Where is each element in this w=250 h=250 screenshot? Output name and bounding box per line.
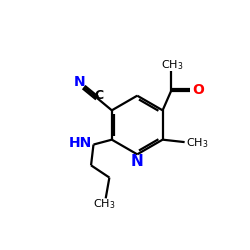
Text: CH$_3$: CH$_3$ bbox=[186, 136, 208, 150]
Text: N: N bbox=[131, 154, 143, 169]
Text: CH$_3$: CH$_3$ bbox=[92, 198, 115, 211]
Text: CH$_3$: CH$_3$ bbox=[161, 58, 184, 72]
Text: C: C bbox=[94, 89, 104, 102]
Text: HN: HN bbox=[69, 136, 92, 150]
Text: N: N bbox=[74, 75, 85, 89]
Text: O: O bbox=[193, 83, 204, 97]
